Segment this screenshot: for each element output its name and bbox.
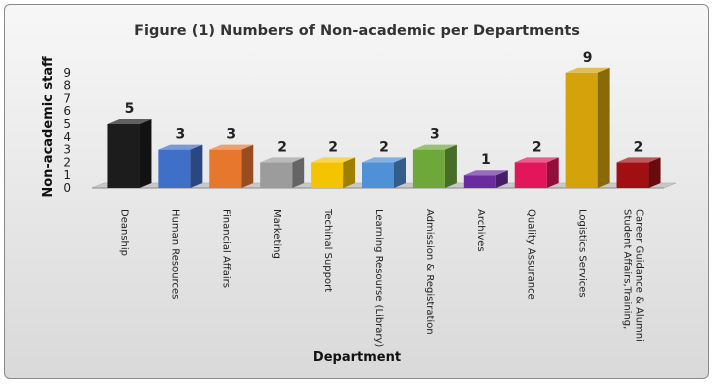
bar [311,162,344,188]
x-category-label: Financial Affairs [220,209,231,288]
x-category-label: Career Guidance & Alumni [634,209,645,342]
data-label: 1 [481,152,491,168]
x-category-label: Quality Assurance [526,209,537,300]
bar-side [597,67,610,188]
bar-top [158,144,203,150]
x-category-label: Human Resources [169,209,180,299]
bar [514,162,547,188]
bar-side [190,144,203,188]
x-category-label: Logistics Services [577,209,588,298]
bar-side [495,170,508,188]
data-label: 3 [430,127,440,143]
x-category-label: Admission & Registration [424,209,435,335]
x-category-label: Learning Resourse (Library) [373,209,384,347]
y-tick-label: 0 [63,181,71,195]
x-category-label: Archives [475,209,486,252]
bar-top [362,157,406,163]
bar-side [343,157,356,188]
data-label: 5 [125,101,135,117]
bar-top [616,157,661,163]
data-label: 2 [379,139,389,155]
x-category-label: Techinal Support [322,208,333,292]
data-label: 2 [277,139,287,155]
y-tick-label: 4 [63,130,71,144]
x-axis-title: Department [313,350,401,365]
bar-top [565,67,610,73]
data-label: 2 [532,139,542,155]
bar [565,72,598,188]
bar-top [260,157,305,163]
bar [209,149,242,188]
x-category-label: Deanship [118,209,129,256]
bar-chart: Figure (1) Numbers of Non-academic per D… [41,23,677,365]
bar-top [209,144,254,150]
y-tick-label: 8 [63,79,71,93]
data-label: 2 [328,139,338,155]
bar-side [648,157,661,188]
chart-title: Figure (1) Numbers of Non-academic per D… [134,23,580,39]
bar-top [463,170,508,176]
bar [362,162,394,188]
chart-frame: Figure (1) Numbers of Non-academic per D… [4,4,709,379]
bar-side [139,119,152,188]
bar [107,124,140,188]
data-label: 2 [634,139,644,155]
bar-side [241,144,254,188]
bar [412,149,445,188]
bar-side [292,157,305,188]
bar-top [412,144,457,150]
y-tick-label: 3 [63,143,71,157]
bar-side [394,157,406,188]
bar [463,175,496,188]
data-label: 9 [583,50,593,66]
y-tick-label: 5 [63,117,71,131]
y-tick-label: 2 [63,155,71,169]
bar-side [546,157,559,188]
bar-side [444,144,457,188]
y-axis-title: Non-academic staff [41,56,56,198]
bar [158,149,191,188]
x-category-label: Student Affairs,Training, [622,209,633,329]
y-tick-label: 6 [63,104,71,118]
data-label: 3 [175,127,185,143]
x-category-label: Marketing [271,209,282,259]
y-tick-label: 9 [63,66,71,80]
y-tick-label: 7 [63,91,71,105]
bar-top [514,157,559,163]
bar [260,162,293,188]
y-tick-label: 1 [63,168,71,182]
bar-top [311,157,356,163]
bar [616,162,649,188]
data-label: 3 [226,127,236,143]
bar-top [107,119,152,124]
